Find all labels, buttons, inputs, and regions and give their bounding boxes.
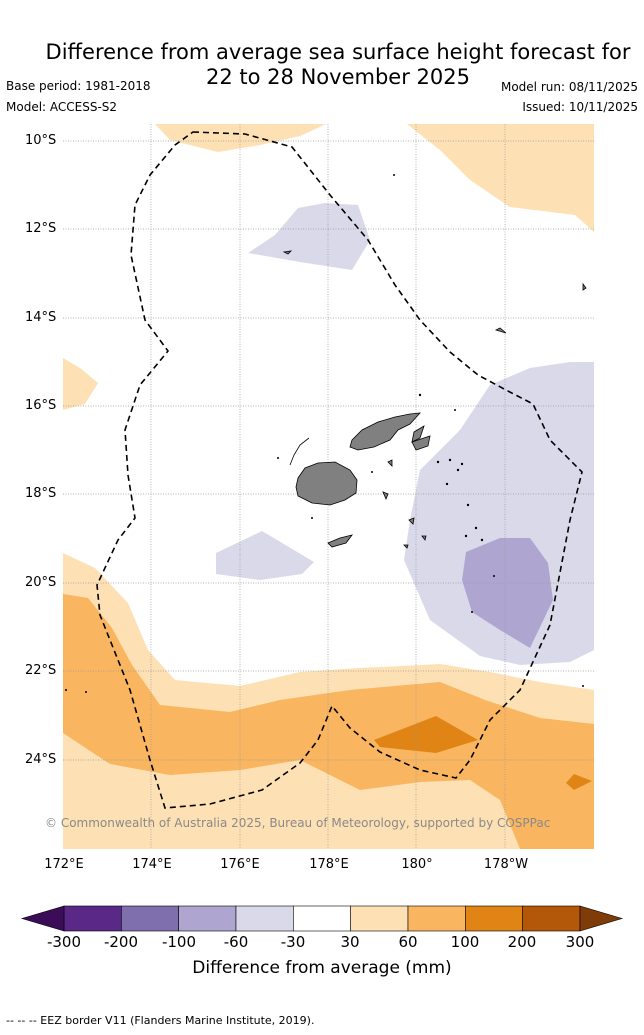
colorbar-swatch — [121, 905, 179, 932]
lat-label-16s: 16°S — [25, 398, 57, 413]
base-period: Base period: 1981-2018 — [6, 79, 151, 93]
colorbar-under-arrow — [20, 905, 65, 932]
colorbar-swatch — [465, 905, 523, 932]
contour-minus30-60-north — [248, 203, 370, 270]
contour-30-60-west-edge — [63, 358, 98, 410]
lon-label-174e: 174°E — [132, 857, 172, 872]
title-line-1: Difference from average sea surface heig… — [45, 40, 631, 64]
lat-label-18s: 18°S — [25, 486, 57, 501]
fiji-land — [282, 250, 587, 549]
contour-minus60-100-east — [462, 538, 553, 648]
colorbar-over-arrow — [579, 905, 624, 932]
colorbar-tick: -60 — [223, 933, 249, 951]
map-title: Difference from average sea surface heig… — [40, 40, 636, 90]
colorbar-swatch — [63, 905, 122, 932]
colorbar-tick: 30 — [340, 933, 360, 951]
small-islets — [65, 174, 584, 693]
title-line-2: 22 to 28 November 2025 — [206, 65, 470, 89]
lat-label-10s: 10°S — [25, 133, 57, 148]
contour-30-60-north-west — [155, 124, 326, 152]
lat-label-12s: 12°S — [25, 221, 57, 236]
lau-islands — [411, 435, 431, 451]
colorbar-swatch — [350, 905, 409, 932]
colorbar — [20, 905, 624, 932]
islet-2 — [382, 491, 389, 501]
contour-60-100-south — [63, 594, 594, 849]
viti-levu-island — [295, 461, 358, 506]
lon-label-180: 180° — [401, 857, 433, 872]
colorbar-tick: -30 — [280, 933, 306, 951]
colorbar-tick: 100 — [450, 933, 480, 951]
yasawa-islands — [289, 437, 310, 466]
islet-5 — [421, 535, 427, 541]
eez-border — [96, 131, 583, 809]
colorbar-swatch — [235, 905, 294, 932]
lat-label-24s: 24°S — [25, 752, 57, 767]
lon-label-172e: 172°E — [44, 857, 84, 872]
colorbar-swatch — [293, 905, 351, 932]
colorbar-swatch — [178, 905, 237, 932]
map-panel — [63, 124, 594, 849]
colorbar-title: Difference from average (mm) — [192, 958, 452, 978]
colorbar-swatch — [522, 905, 581, 932]
contour-30-60-north-east — [407, 124, 594, 232]
islet-8 — [282, 250, 293, 255]
colorbar-tick: 60 — [398, 933, 418, 951]
colorbar-swatch — [407, 905, 466, 932]
colorbar-tick: 300 — [565, 933, 595, 951]
lon-label-178w: 178°W — [483, 857, 529, 872]
map-gridlines — [63, 124, 594, 849]
contour-100-200-center — [374, 716, 478, 753]
lat-label-22s: 22°S — [25, 663, 57, 678]
islet-7 — [582, 282, 587, 291]
colorbar-tick: -100 — [161, 933, 197, 951]
eez-legend: -- -- -- EEZ border V11 (Flanders Marine… — [6, 1014, 315, 1027]
lat-label-14s: 14°S — [25, 310, 57, 325]
taveuni-island — [411, 425, 425, 443]
islet-1 — [387, 459, 393, 467]
model-run: Model run: 08/11/2025 — [500, 80, 638, 94]
colorbar-tick: 200 — [507, 933, 537, 951]
kadavu-island — [327, 534, 353, 548]
copyright-notice: © Commonwealth of Australia 2025, Bureau… — [45, 816, 551, 830]
colorbar-tick: -200 — [103, 933, 139, 951]
islet-3 — [408, 517, 415, 525]
vanua-levu-island — [349, 412, 421, 451]
colorbar-tick: -300 — [46, 933, 82, 951]
islet-6 — [494, 327, 507, 334]
lon-label-176e: 176°E — [220, 857, 260, 872]
contour-minus30-60-south-west — [216, 531, 314, 580]
lon-label-178e: 178°E — [309, 857, 349, 872]
islet-4 — [403, 544, 409, 549]
contour-100-200-east — [566, 774, 592, 790]
model-name: Model: ACCESS-S2 — [6, 100, 118, 114]
lat-label-20s: 20°S — [25, 575, 57, 590]
issued-date: Issued: 10/11/2025 — [522, 100, 638, 114]
